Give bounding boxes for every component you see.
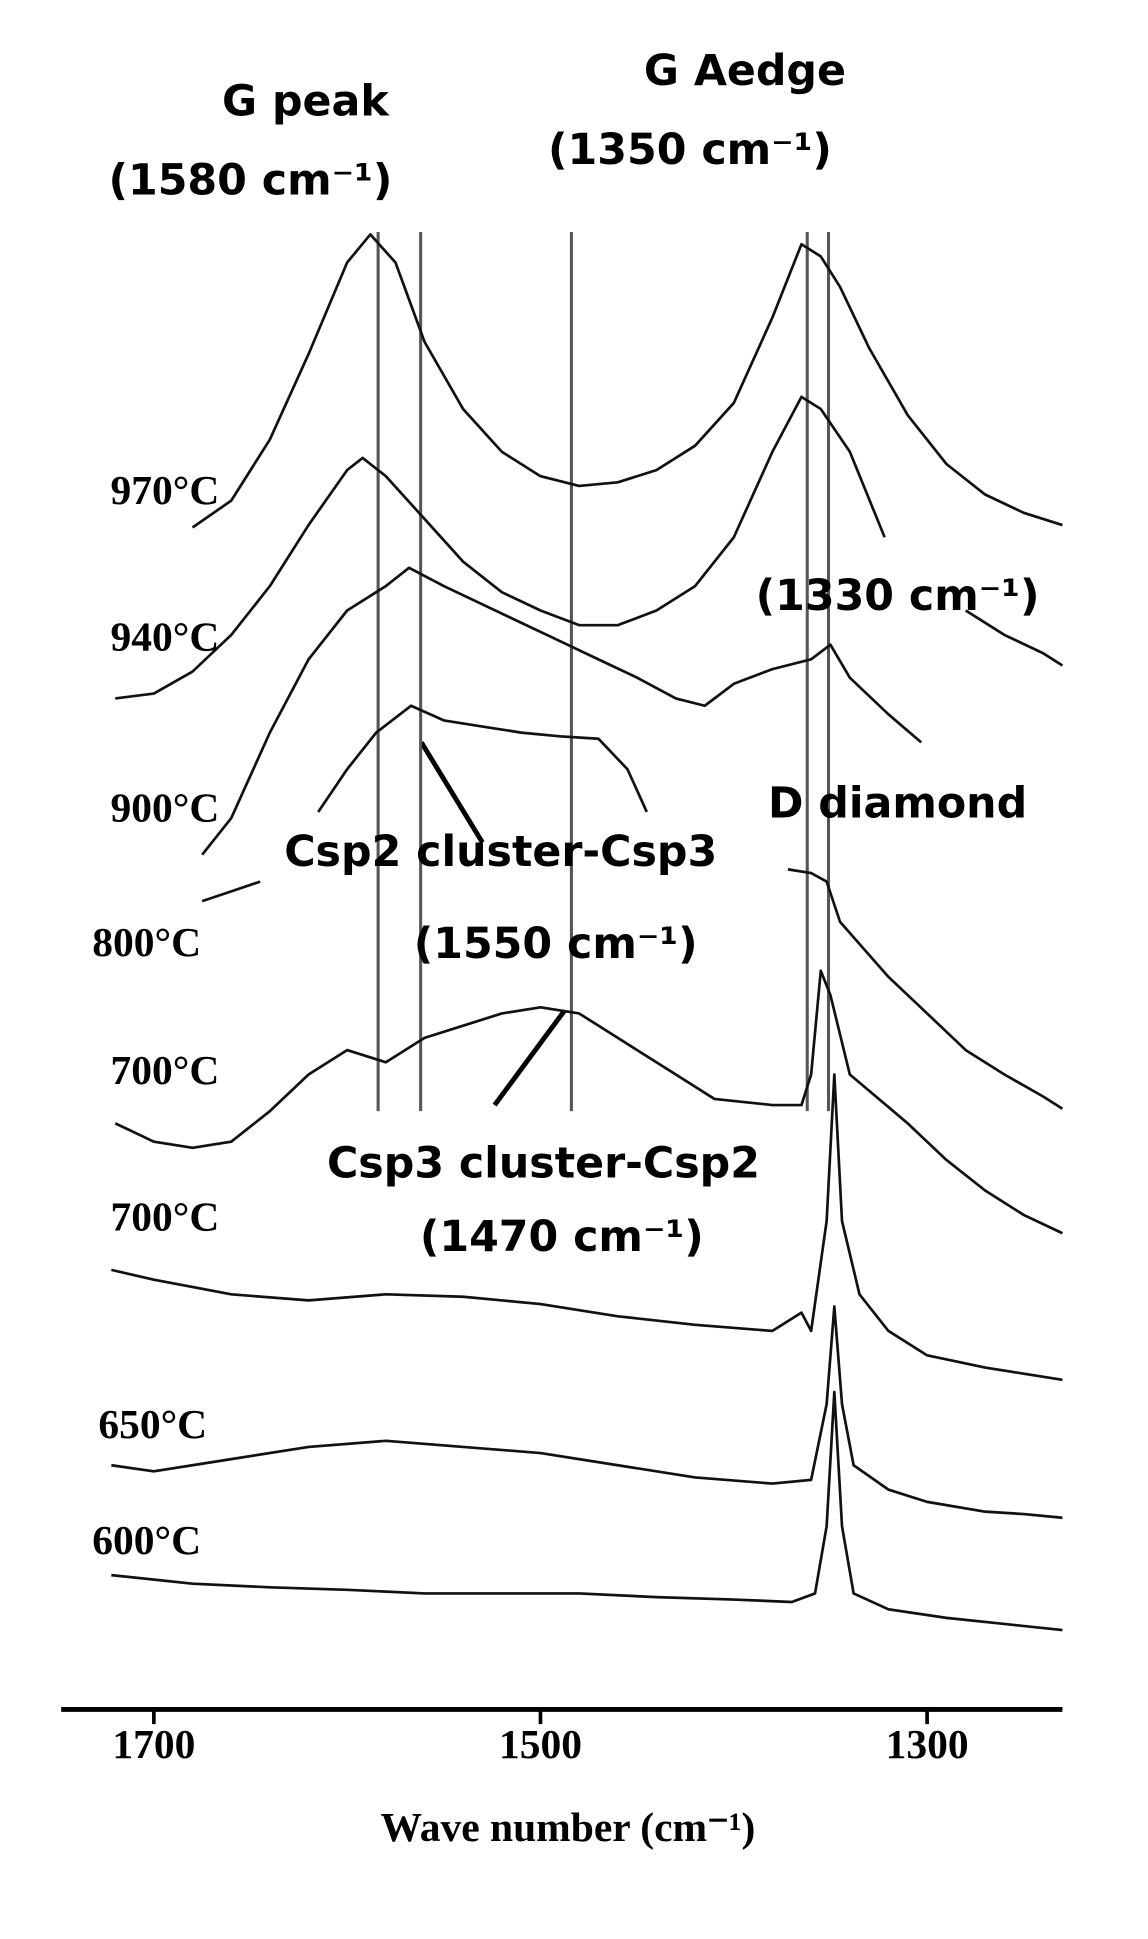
- spectrum-line: [115, 395, 1064, 700]
- annotation: D diamond: [768, 778, 1027, 828]
- spectrum-line: [201, 566, 923, 856]
- x-tick-label: 1700: [112, 1721, 195, 1767]
- annotation: (1580 cm⁻¹): [108, 156, 392, 206]
- x-tick-label: 1300: [886, 1721, 969, 1767]
- leader-line: [419, 741, 485, 844]
- series-label: 650°C: [98, 1401, 207, 1447]
- spectrum-line: [201, 704, 1064, 1110]
- annotation: Csp2 cluster-Csp3: [284, 827, 717, 877]
- annotation: G peak: [222, 76, 390, 126]
- leader-line: [492, 1009, 567, 1107]
- spectrum-line: [111, 1390, 1063, 1632]
- spectrum-line: [111, 1305, 1063, 1520]
- series-label: 800°C: [92, 919, 201, 965]
- x-tick-label: 1500: [499, 1721, 582, 1767]
- series-label: 700°C: [111, 1047, 220, 1093]
- series-label: 600°C: [92, 1517, 201, 1563]
- series-label: 900°C: [111, 785, 220, 831]
- annotation: Csp3 cluster-Csp2: [327, 1139, 760, 1189]
- series-label: 700°C: [111, 1194, 220, 1240]
- spectrum-line: [114, 969, 1063, 1235]
- spectrum-line: [191, 233, 1063, 529]
- spectrum-line: [111, 1073, 1063, 1382]
- series-label: 970°C: [111, 467, 220, 513]
- annotation: (1470 cm⁻¹): [420, 1212, 704, 1262]
- annotation: (1550 cm⁻¹): [414, 919, 698, 969]
- x-axis-label: Wave number (cm⁻¹): [381, 1804, 756, 1851]
- annotation: (1330 cm⁻¹): [756, 571, 1040, 621]
- series-label: 940°C: [111, 614, 220, 660]
- annotation: (1350 cm⁻¹): [548, 125, 832, 175]
- annotation: G Aedge: [644, 46, 846, 96]
